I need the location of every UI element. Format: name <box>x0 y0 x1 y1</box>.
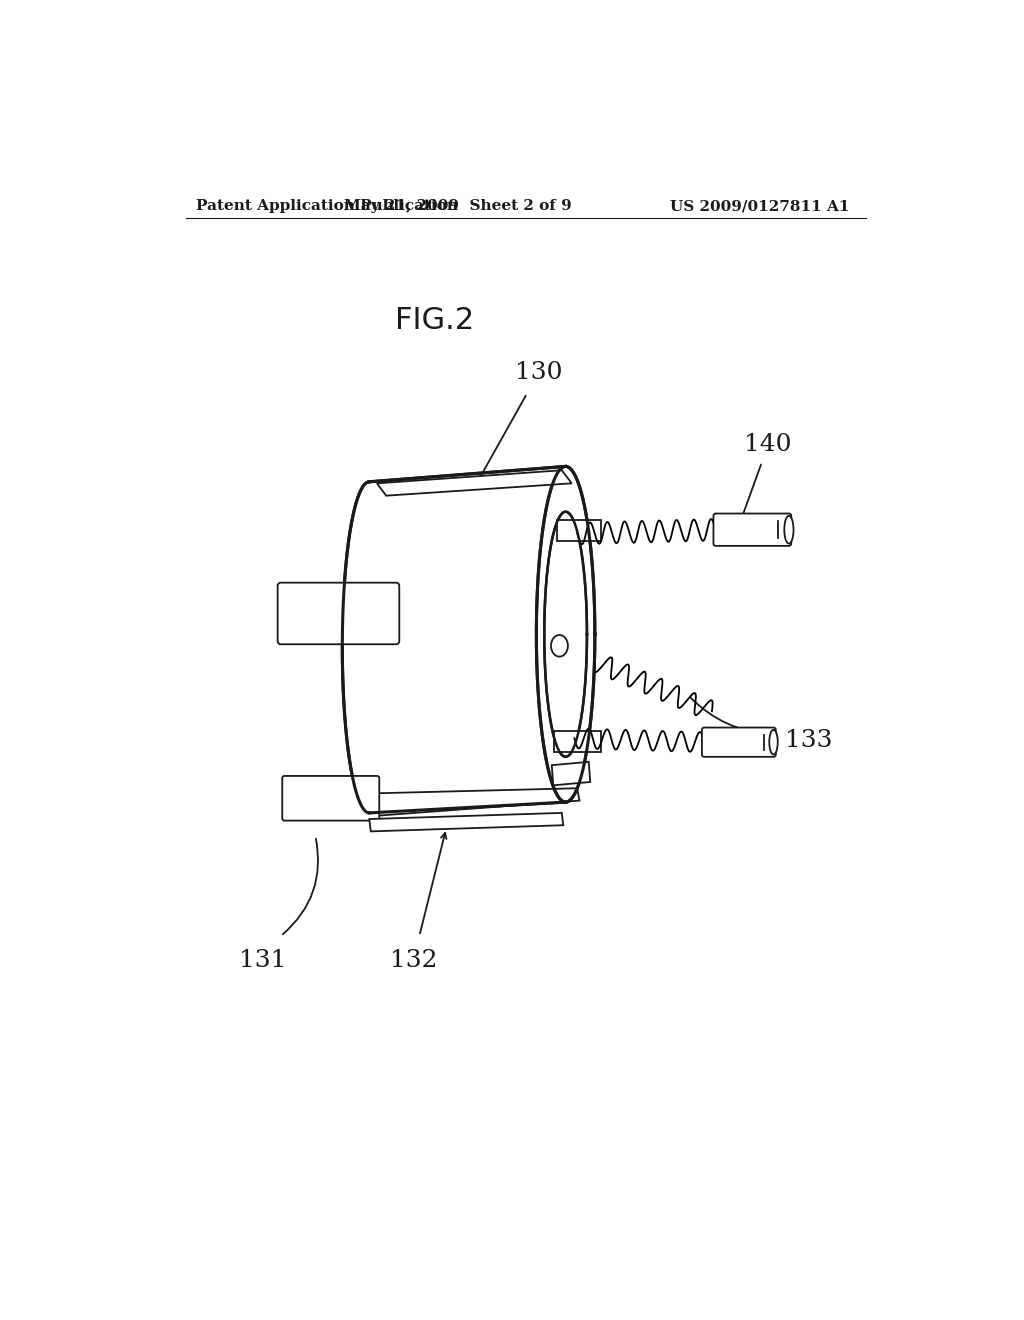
Text: May 21, 2009  Sheet 2 of 9: May 21, 2009 Sheet 2 of 9 <box>344 199 571 213</box>
Ellipse shape <box>769 730 778 755</box>
Text: 132: 132 <box>390 949 437 973</box>
Polygon shape <box>557 520 601 541</box>
FancyBboxPatch shape <box>714 513 792 546</box>
FancyBboxPatch shape <box>278 582 399 644</box>
Text: 131: 131 <box>240 949 287 973</box>
Text: US 2009/0127811 A1: US 2009/0127811 A1 <box>670 199 849 213</box>
Ellipse shape <box>784 516 794 544</box>
FancyBboxPatch shape <box>701 727 776 756</box>
Text: 140: 140 <box>744 433 792 457</box>
Polygon shape <box>552 762 590 785</box>
Text: Patent Application Publication: Patent Application Publication <box>196 199 458 213</box>
Polygon shape <box>554 731 601 752</box>
Polygon shape <box>361 788 580 817</box>
Ellipse shape <box>551 635 568 656</box>
Polygon shape <box>370 813 563 832</box>
Text: FIG.2: FIG.2 <box>395 306 474 334</box>
Polygon shape <box>370 466 565 813</box>
Text: 133: 133 <box>785 729 833 752</box>
Text: 130: 130 <box>515 360 562 384</box>
Polygon shape <box>377 470 571 496</box>
FancyBboxPatch shape <box>283 776 379 821</box>
